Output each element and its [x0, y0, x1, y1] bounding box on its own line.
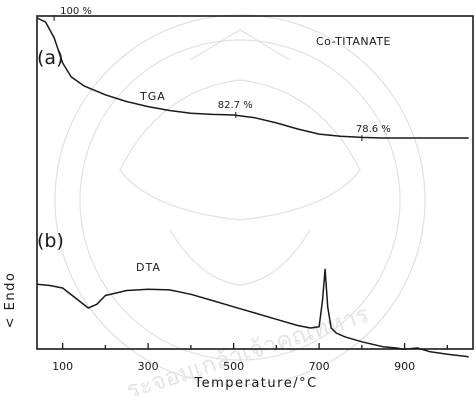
annotation-82-7-percent: 82.7 %	[218, 100, 253, 111]
x-tick-label-300: 300	[138, 360, 159, 373]
plot-frame	[36, 15, 474, 350]
panel-label-a: (a)	[37, 47, 63, 69]
annotation-100-percent: 100 %	[60, 6, 92, 17]
tga-series-label: TGA	[139, 90, 166, 103]
sample-label: Co-TITANATE	[316, 35, 391, 48]
x-axis-ticks	[61, 343, 449, 349]
tga-annotation-marks	[53, 15, 363, 141]
x-tick-labels: 100 300 500 700 900	[52, 360, 415, 373]
dta-series-label: DTA	[136, 261, 161, 274]
x-tick-label-100: 100	[52, 360, 73, 373]
x-tick-label-500: 500	[223, 360, 244, 373]
x-tick-label-900: 900	[394, 360, 415, 373]
watermark-seal: ระจอมเกล้าเจ้าคุณทหาร	[54, 14, 426, 396]
x-axis-title: Temperature/°C	[193, 376, 317, 391]
annotation-78-6-percent: 78.6 %	[356, 124, 391, 135]
dta-series-line	[36, 268, 469, 358]
y-axis-label-endo: < Endo	[3, 272, 18, 329]
tga-series-line	[36, 17, 469, 139]
x-tick-label-700: 700	[309, 360, 330, 373]
panel-label-b: (b)	[37, 230, 64, 252]
